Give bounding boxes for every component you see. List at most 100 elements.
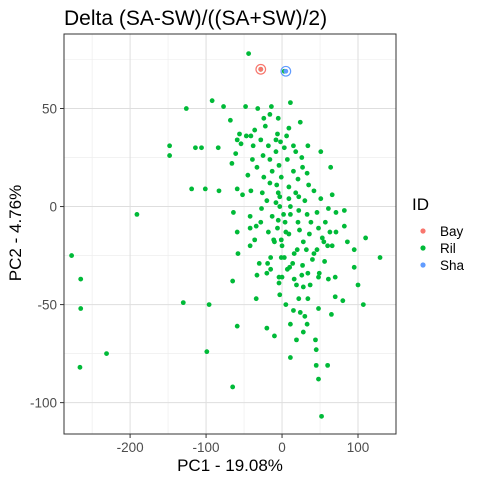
y-axis-title: PC2 - 4.76% xyxy=(6,185,25,281)
data-point-ril xyxy=(377,255,383,260)
data-point-ril xyxy=(254,164,260,170)
data-point-ril xyxy=(269,104,274,109)
data-point-ril xyxy=(258,219,264,225)
legend-label-bay: Bay xyxy=(440,224,464,239)
data-point-ril xyxy=(286,231,292,237)
data-point-ril xyxy=(302,313,308,319)
data-point-ril xyxy=(284,157,290,162)
data-point-ril xyxy=(327,229,333,235)
data-point-ril xyxy=(311,251,317,257)
data-point-ril xyxy=(307,282,313,288)
data-point-ril xyxy=(277,204,283,209)
data-point-ril xyxy=(202,186,208,192)
data-point-ril xyxy=(235,251,241,257)
data-point-ril xyxy=(311,188,317,194)
data-point-ril xyxy=(253,296,259,302)
data-point-ril xyxy=(287,264,293,270)
data-point-ril xyxy=(246,51,252,57)
data-point-ril xyxy=(290,261,296,266)
data-point-ril xyxy=(333,210,339,215)
data-point-ril xyxy=(325,206,331,211)
data-point-ril xyxy=(332,274,338,280)
highlight-ring-sha xyxy=(280,65,292,77)
data-point-ril xyxy=(230,384,236,390)
data-point-ril xyxy=(167,153,173,158)
data-point-ril xyxy=(294,247,300,253)
data-point-ril xyxy=(316,225,321,231)
data-point-ril xyxy=(284,133,289,139)
data-point-ril xyxy=(240,192,245,198)
data-point-ril xyxy=(329,192,335,198)
data-point-bay xyxy=(258,66,264,72)
plot-panel xyxy=(63,33,397,435)
data-point-ril xyxy=(296,208,302,213)
data-point-ril xyxy=(253,223,259,229)
legend-key-bay xyxy=(420,228,426,234)
data-point-ril xyxy=(193,145,198,151)
data-point-ril xyxy=(296,296,302,302)
data-point-ril xyxy=(302,198,308,204)
data-point-ril xyxy=(264,325,270,331)
data-point-ril xyxy=(321,239,327,245)
data-point-ril xyxy=(77,364,83,370)
data-point-ril xyxy=(78,276,84,282)
data-point-ril xyxy=(268,266,274,272)
y-tick-label: -100 xyxy=(30,396,57,411)
legend-key-sha xyxy=(420,262,426,268)
data-point-ril xyxy=(316,270,322,276)
data-point-ril xyxy=(233,151,239,157)
data-point-ril xyxy=(316,274,321,280)
data-point-ril xyxy=(363,235,369,241)
data-point-ril xyxy=(254,272,260,278)
major-gridlines xyxy=(64,34,396,434)
data-point-ril xyxy=(328,164,334,170)
data-point-ril xyxy=(180,300,186,306)
data-point-ril xyxy=(281,211,286,217)
data-point-ril xyxy=(305,270,311,276)
data-point-ril xyxy=(231,210,236,215)
data-point-ril xyxy=(261,174,267,180)
data-point-ril xyxy=(78,306,84,311)
data-point-ril xyxy=(297,310,303,315)
data-point-ril xyxy=(308,219,314,225)
data-point-ril xyxy=(297,227,302,233)
data-point-ril xyxy=(134,211,140,217)
x-tick-label: 100 xyxy=(347,440,370,455)
data-point-ril xyxy=(167,143,173,149)
data-point-ril xyxy=(248,188,254,194)
data-point-ril xyxy=(360,302,366,307)
data-point-ril xyxy=(291,308,296,313)
data-point-ril xyxy=(264,198,270,204)
data-point-ril xyxy=(310,257,315,262)
data-point-ril xyxy=(295,219,301,225)
data-point-ril xyxy=(245,172,251,178)
data-point-ril xyxy=(215,145,221,151)
data-point-ril xyxy=(306,182,312,188)
data-point-ril xyxy=(278,174,284,180)
x-tick-label: -100 xyxy=(193,440,220,455)
data-point-ril xyxy=(304,211,310,217)
data-point-ril xyxy=(318,196,324,202)
legend-label-ril: Ril xyxy=(440,241,456,256)
data-point-ril xyxy=(299,155,305,160)
data-point-ril xyxy=(189,186,195,192)
data-point-ril xyxy=(276,162,282,168)
highlight-rings xyxy=(255,63,292,77)
data-point-ril xyxy=(303,247,309,253)
data-point-ril xyxy=(277,194,283,200)
data-point-ril xyxy=(300,329,306,335)
data-point-ril xyxy=(278,237,284,243)
data-point-ril xyxy=(299,272,305,278)
data-point-ril xyxy=(238,141,244,147)
data-point-ril xyxy=(313,337,318,343)
legend: ID Bay Ril Sha xyxy=(412,195,465,273)
data-point-ril xyxy=(269,213,275,219)
data-point-ril xyxy=(291,251,297,257)
data-point-ril xyxy=(247,243,253,249)
data-point-ril xyxy=(269,168,275,174)
data-point-ril xyxy=(227,117,233,123)
data-point-ril xyxy=(332,294,338,300)
data-point-ril xyxy=(314,247,320,253)
data-point-ril xyxy=(300,262,305,268)
data-point-ril xyxy=(265,261,271,266)
